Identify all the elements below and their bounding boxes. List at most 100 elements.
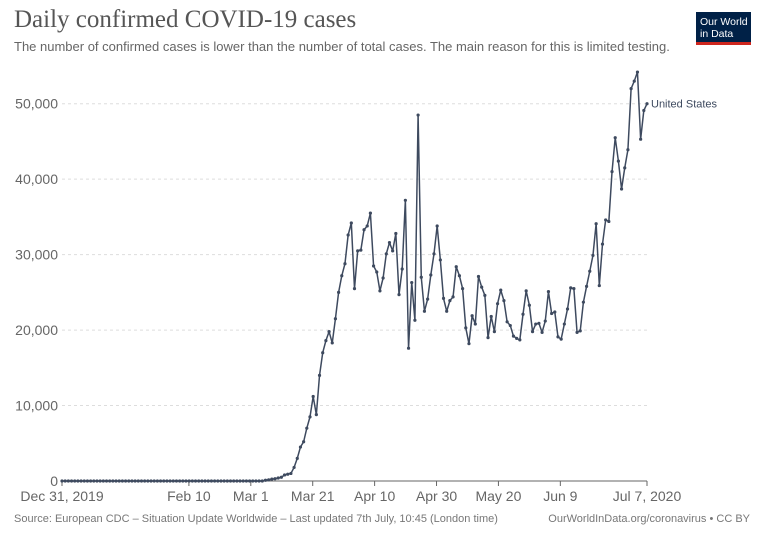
data-point: [454, 265, 458, 269]
data-point: [562, 322, 566, 326]
data-point: [270, 477, 274, 481]
data-point: [222, 479, 226, 483]
data-point: [267, 478, 271, 482]
y-axis-tick-labels: 0 10,000 20,000 30,000 40,000 50,000: [15, 96, 58, 489]
data-point: [349, 221, 353, 225]
data-point: [178, 479, 182, 483]
data-point: [197, 479, 201, 483]
data-point: [495, 302, 500, 306]
data-point: [422, 309, 427, 313]
data-point: [308, 415, 312, 419]
data-point: [381, 276, 385, 280]
data-point: [597, 283, 601, 288]
data-point: [524, 289, 528, 293]
data-point: [486, 336, 490, 340]
data-point: [63, 479, 67, 483]
data-point: [343, 262, 347, 266]
data-point: [184, 479, 188, 483]
data-point: [639, 137, 643, 141]
data-point: [181, 479, 185, 483]
data-point: [66, 479, 70, 483]
data-point: [92, 479, 96, 483]
data-point: [136, 479, 140, 483]
x-tick-label: Feb 10: [167, 488, 211, 504]
data-point: [69, 479, 74, 483]
data-point: [540, 330, 544, 334]
x-axis-tick-labels: Dec 31, 2019 Feb 10 Mar 1 Mar 21 Apr 10 Apr 3…: [20, 488, 681, 504]
data-point: [133, 479, 137, 483]
data-point: [371, 264, 376, 268]
data-point: [171, 479, 175, 483]
y-gridlines: [62, 103, 647, 407]
y-tick-label: 50,000: [15, 96, 58, 112]
data-point: [464, 326, 468, 330]
data-point: [429, 273, 433, 277]
series-group: United States: [60, 70, 718, 483]
data-point: [521, 312, 525, 316]
y-tick-label: 40,000: [15, 171, 58, 187]
data-point: [530, 330, 535, 334]
data-point: [387, 240, 392, 245]
data-point: [60, 479, 64, 483]
data-point: [359, 248, 363, 252]
data-point: [251, 479, 255, 483]
data-point: [400, 267, 404, 271]
chart-subtitle: The number of confirmed cases is lower t…: [14, 39, 670, 54]
data-point: [289, 471, 293, 476]
data-point: [165, 479, 169, 483]
data-point: [368, 211, 372, 215]
data-point: [228, 479, 233, 483]
x-tick-label: Mar 1: [233, 488, 269, 504]
data-point: [508, 323, 512, 328]
series-line-united-states[interactable]: [62, 71, 648, 482]
data-point: [130, 479, 134, 483]
chart-title: Daily confirmed COVID-19 cases: [14, 6, 357, 33]
data-point: [73, 479, 77, 483]
data-point: [101, 479, 105, 483]
data-point: [225, 479, 229, 483]
data-point: [600, 242, 605, 246]
data-point: [492, 330, 496, 334]
data-point: [591, 253, 595, 257]
our-world-in-data-logo[interactable]: Our World in Data: [696, 12, 751, 45]
license-link[interactable]: OurWorldInData.org/coronavirus • CC BY: [548, 513, 750, 525]
data-point: [534, 322, 538, 326]
data-point: [158, 479, 163, 483]
data-point: [127, 479, 131, 483]
data-point: [330, 341, 334, 345]
data-point: [238, 479, 242, 483]
data-point: [216, 479, 220, 483]
data-point: [190, 479, 194, 483]
data-point: [155, 479, 159, 483]
data-point: [635, 70, 640, 74]
data-point: [553, 310, 557, 314]
data-point: [610, 170, 614, 174]
series-label-united-states[interactable]: United States: [651, 99, 718, 111]
data-point: [89, 479, 93, 483]
data-point: [505, 320, 509, 324]
source-note: Source: European CDC – Situation Update …: [14, 513, 498, 525]
data-point: [537, 321, 541, 325]
data-point: [575, 330, 579, 334]
data-point: [406, 346, 411, 350]
data-point: [146, 479, 150, 483]
data-point: [448, 299, 452, 303]
data-point: [321, 351, 325, 355]
data-point: [511, 334, 516, 338]
y-tick-label: 10,000: [15, 398, 58, 414]
x-axis-ticks: [61, 481, 648, 486]
x-tick-label: Jun 9: [543, 488, 577, 504]
data-point: [260, 479, 264, 483]
data-point: [426, 297, 430, 301]
data-point: [441, 296, 446, 300]
data-point: [337, 290, 341, 294]
data-point: [480, 285, 484, 289]
data-point: [219, 479, 223, 483]
data-point: [527, 303, 531, 307]
data-point: [193, 479, 198, 483]
data-point: [559, 337, 563, 341]
data-point: [120, 479, 125, 483]
data-point: [556, 335, 560, 339]
data-point: [419, 275, 423, 279]
data-point: [365, 224, 369, 228]
